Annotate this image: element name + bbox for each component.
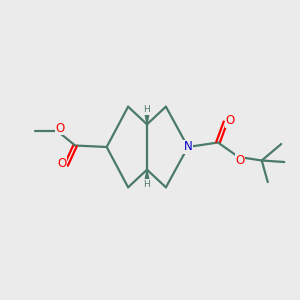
- Text: H: H: [144, 180, 150, 189]
- Text: N: N: [184, 140, 192, 154]
- Text: O: O: [225, 114, 235, 127]
- Text: O: O: [235, 154, 244, 167]
- Polygon shape: [145, 170, 149, 183]
- Polygon shape: [145, 111, 149, 124]
- Text: O: O: [56, 122, 65, 135]
- Text: H: H: [144, 105, 150, 114]
- Text: O: O: [57, 157, 66, 170]
